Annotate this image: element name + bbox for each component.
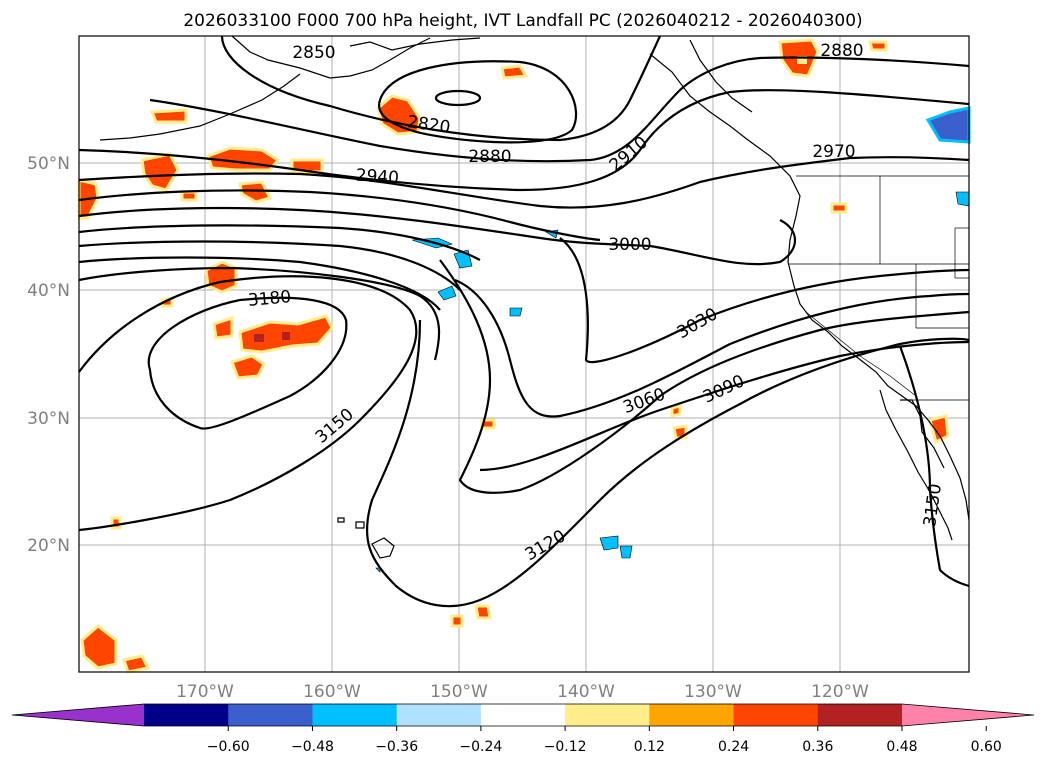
colorbar-bin [312,704,398,726]
lon-label: 130°W [684,682,742,702]
longitude-labels: 170°W 160°W 150°W 140°W 130°W 120°W [176,682,869,702]
figure-title: 2026033100 F000 700 hPa height, IVT Land… [183,11,862,31]
contour-label: 2850 [292,43,335,63]
lon-label: 170°W [176,682,234,702]
colorbar-tick-label: 0.12 [634,739,665,755]
colorbar-tick-label: −0.60 [207,739,250,755]
contour-label: 2880 [468,147,511,167]
contour-label: 2970 [812,142,855,162]
colorbar-bin [649,704,735,726]
colorbar-outline [11,703,1035,727]
contour-label: 2880 [820,41,863,61]
colorbar-tick-label: −0.36 [375,739,418,755]
contour-label: 3180 [247,287,292,311]
colorbar-bin [228,704,313,726]
map-background [79,36,969,672]
colorbar-tick-label: −0.48 [291,739,334,755]
colorbar-tick-label: 0.24 [718,739,749,755]
height-contours [78,35,970,608]
colorbar-bin [144,704,229,726]
coastlines [99,35,970,559]
colorbar-bin [565,704,650,726]
colorbar-tick-label: −0.12 [544,739,587,755]
lon-label: 140°W [557,682,615,702]
lat-label: 30°N [27,409,70,429]
colorbar-tick-label: −0.24 [459,739,502,755]
colorbar-bin [396,704,482,726]
colorbar-tick-label: 0.60 [971,739,1002,755]
latitude-labels: 50°N 40°N 30°N 20°N [27,154,70,556]
lat-label: 40°N [27,281,70,301]
lat-label: 50°N [27,154,70,174]
contour-label: 3000 [608,235,651,255]
borders [788,175,969,401]
ivt-negative-areas [375,106,971,573]
lat-label: 20°N [27,536,70,556]
colorbar [11,703,1035,727]
map-panel: 2850 2820 2880 2880 2910 2970 2940 3000 … [77,35,971,674]
colorbar-tick-label: 0.36 [802,739,833,755]
colorbar-extend-max [902,704,1034,726]
lon-label: 150°W [430,682,488,702]
colorbar-tick-label: 0.48 [886,739,917,755]
colorbar-bin [480,704,566,726]
map-frame [78,35,970,673]
contour-label: 2940 [355,166,400,189]
colorbar-extend-min [12,704,144,726]
lon-label: 120°W [811,682,869,702]
lon-label: 160°W [303,682,361,702]
colorbar-bin [817,704,903,726]
colorbar-bin [733,704,819,726]
colorbar-ticks: −0.60 −0.48 −0.36 −0.24 −0.12 0.12 0.24 0.36 0.4… [207,726,1002,755]
